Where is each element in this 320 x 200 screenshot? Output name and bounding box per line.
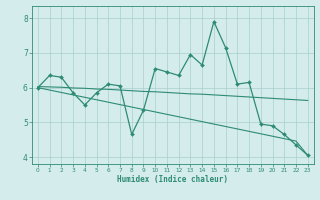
X-axis label: Humidex (Indice chaleur): Humidex (Indice chaleur): [117, 175, 228, 184]
